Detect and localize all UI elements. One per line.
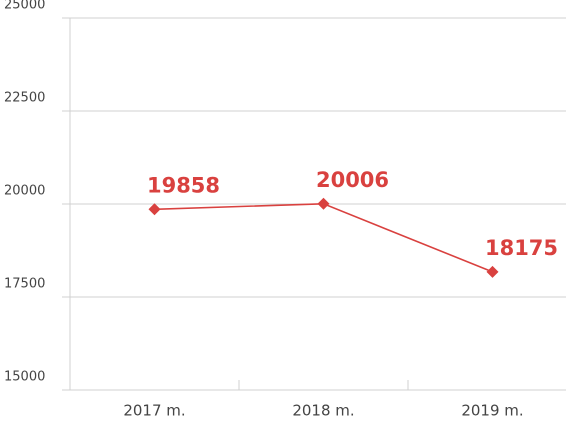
- value-label: 19858: [147, 173, 220, 197]
- marker: [148, 203, 161, 216]
- y-tick-label: 22500: [4, 91, 45, 106]
- y-tick-label: 15000: [4, 370, 45, 385]
- y-tick-label: 25000: [4, 0, 45, 13]
- x-tick-label: 2018 m.: [292, 402, 354, 420]
- y-tick-label: 17500: [4, 277, 45, 292]
- x-tick-label: 2019 m.: [461, 402, 523, 420]
- x-tick-label: 2017 m.: [123, 402, 185, 420]
- y-tick-label: 20000: [4, 184, 45, 199]
- line: [154, 202, 493, 273]
- value-label: 18175: [485, 236, 558, 260]
- marker: [486, 265, 499, 278]
- value-label: 20006: [316, 168, 389, 192]
- marker: [317, 197, 330, 210]
